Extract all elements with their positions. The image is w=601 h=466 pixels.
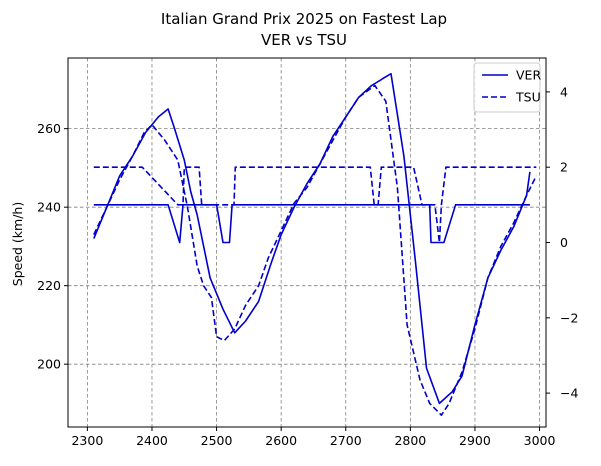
x-tick-label: 3000: [524, 433, 556, 448]
legend-label-tsu: TSU: [515, 90, 541, 105]
y2-tick-label: −4: [560, 386, 578, 401]
x-tick-label: 2500: [201, 433, 233, 448]
y-tick-label: 220: [37, 278, 61, 293]
y2-tick-label: 4: [560, 84, 568, 99]
series-line-tsu-left: [93, 84, 538, 417]
y-tick-label: 200: [37, 357, 61, 372]
y2-tick-label: −2: [560, 310, 578, 325]
y2-tick-label: 2: [560, 160, 568, 175]
x-tick-label: 2600: [265, 433, 297, 448]
series-layer: [93, 72, 538, 417]
series-line-ver-right: [93, 204, 530, 244]
x-tick-label: 2800: [394, 433, 426, 448]
series-line-tsu-right: [93, 166, 537, 244]
y-tick-label: 240: [37, 200, 61, 215]
chart-legend: VER TSU: [473, 62, 541, 113]
y-axis-label: Speed (km/h): [10, 202, 25, 286]
chart-title: Italian Grand Prix 2025 on Fastest Lap: [161, 10, 447, 28]
x-tick-label: 2900: [459, 433, 491, 448]
tick-layer: 2300 2400 2500 2600 2700 2800 2900 300020022024…: [37, 84, 578, 448]
series-line-ver-left: [93, 72, 531, 405]
grid-layer: [68, 58, 546, 427]
legend-label-ver: VER: [516, 68, 541, 83]
x-tick-label: 2700: [330, 433, 362, 448]
x-tick-label: 2300: [71, 433, 103, 448]
chart-subtitle: VER vs TSU: [261, 31, 347, 49]
x-tick-label: 2400: [136, 433, 168, 448]
plot-frame: [67, 57, 547, 428]
y-tick-label: 260: [37, 121, 61, 136]
y2-tick-label: 0: [560, 235, 568, 250]
